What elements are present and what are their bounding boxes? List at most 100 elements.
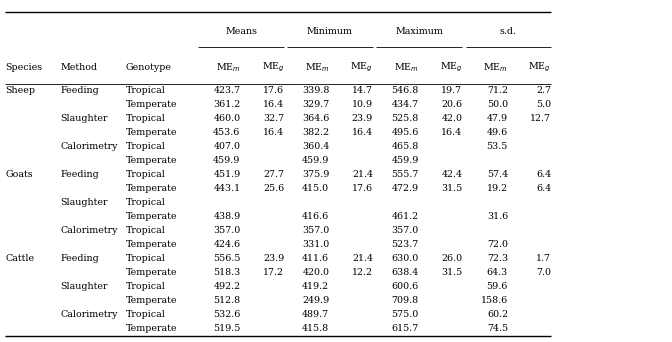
Text: Temperate: Temperate bbox=[126, 184, 177, 193]
Text: 21.4: 21.4 bbox=[352, 170, 373, 179]
Text: 17.6: 17.6 bbox=[352, 184, 373, 193]
Text: Tropical: Tropical bbox=[126, 226, 165, 235]
Text: 443.1: 443.1 bbox=[214, 184, 241, 193]
Text: 32.7: 32.7 bbox=[263, 114, 284, 123]
Text: 438.9: 438.9 bbox=[213, 212, 241, 221]
Text: 17.2: 17.2 bbox=[263, 268, 284, 277]
Text: 492.2: 492.2 bbox=[214, 282, 241, 291]
Text: 20.6: 20.6 bbox=[442, 100, 462, 109]
Text: Cattle: Cattle bbox=[5, 254, 34, 263]
Text: 57.4: 57.4 bbox=[487, 170, 508, 179]
Text: 331.0: 331.0 bbox=[302, 240, 329, 249]
Text: 25.6: 25.6 bbox=[263, 184, 284, 193]
Text: 12.2: 12.2 bbox=[352, 268, 373, 277]
Text: 630.0: 630.0 bbox=[391, 254, 419, 263]
Text: 361.2: 361.2 bbox=[213, 100, 241, 109]
Text: 382.2: 382.2 bbox=[302, 128, 329, 137]
Text: 375.9: 375.9 bbox=[302, 170, 329, 179]
Text: 17.6: 17.6 bbox=[263, 86, 284, 95]
Text: Tropical: Tropical bbox=[126, 282, 165, 291]
Text: 49.6: 49.6 bbox=[487, 128, 508, 137]
Text: 19.7: 19.7 bbox=[442, 86, 462, 95]
Text: 512.8: 512.8 bbox=[214, 296, 241, 305]
Text: 16.4: 16.4 bbox=[263, 128, 284, 137]
Text: 158.6: 158.6 bbox=[480, 296, 508, 305]
Text: Tropical: Tropical bbox=[126, 310, 165, 319]
Text: 525.8: 525.8 bbox=[391, 114, 419, 123]
Text: 72.3: 72.3 bbox=[487, 254, 508, 263]
Text: 489.7: 489.7 bbox=[302, 310, 329, 319]
Text: ME$_m$: ME$_m$ bbox=[304, 61, 329, 74]
Text: Slaughter: Slaughter bbox=[60, 282, 108, 291]
Text: 453.6: 453.6 bbox=[213, 128, 241, 137]
Text: 1.7: 1.7 bbox=[536, 254, 551, 263]
Text: 12.7: 12.7 bbox=[530, 114, 551, 123]
Text: Slaughter: Slaughter bbox=[60, 198, 108, 207]
Text: 600.6: 600.6 bbox=[391, 282, 419, 291]
Text: ME$_g$: ME$_g$ bbox=[439, 61, 462, 74]
Text: 465.8: 465.8 bbox=[391, 142, 419, 151]
Text: 47.9: 47.9 bbox=[487, 114, 508, 123]
Text: 461.2: 461.2 bbox=[392, 212, 419, 221]
Text: 50.0: 50.0 bbox=[487, 100, 508, 109]
Text: 23.9: 23.9 bbox=[263, 254, 284, 263]
Text: 555.7: 555.7 bbox=[391, 170, 419, 179]
Text: 2.7: 2.7 bbox=[536, 86, 551, 95]
Text: 19.2: 19.2 bbox=[487, 184, 508, 193]
Text: 53.5: 53.5 bbox=[487, 142, 508, 151]
Text: 709.8: 709.8 bbox=[392, 296, 419, 305]
Text: s.d.: s.d. bbox=[500, 27, 517, 36]
Text: 64.3: 64.3 bbox=[487, 268, 508, 277]
Text: 459.9: 459.9 bbox=[213, 156, 241, 165]
Text: Calorimetry: Calorimetry bbox=[60, 226, 118, 235]
Text: Genotype: Genotype bbox=[126, 63, 171, 72]
Text: Method: Method bbox=[60, 63, 97, 72]
Text: ME$_m$: ME$_m$ bbox=[394, 61, 419, 74]
Text: 60.2: 60.2 bbox=[487, 310, 508, 319]
Text: Tropical: Tropical bbox=[126, 86, 165, 95]
Text: Temperate: Temperate bbox=[126, 212, 177, 221]
Text: Tropical: Tropical bbox=[126, 170, 165, 179]
Text: 615.7: 615.7 bbox=[391, 324, 419, 333]
Text: 415.0: 415.0 bbox=[302, 184, 329, 193]
Text: 416.6: 416.6 bbox=[302, 212, 329, 221]
Text: Goats: Goats bbox=[5, 170, 33, 179]
Text: 360.4: 360.4 bbox=[302, 142, 329, 151]
Text: Minimum: Minimum bbox=[307, 27, 353, 36]
Text: 16.4: 16.4 bbox=[352, 128, 373, 137]
Text: Sheep: Sheep bbox=[5, 86, 36, 95]
Text: 329.7: 329.7 bbox=[302, 100, 329, 109]
Text: 420.0: 420.0 bbox=[302, 268, 329, 277]
Text: 31.5: 31.5 bbox=[441, 268, 462, 277]
Text: 5.0: 5.0 bbox=[536, 100, 551, 109]
Text: Temperate: Temperate bbox=[126, 128, 177, 137]
Text: Tropical: Tropical bbox=[126, 142, 165, 151]
Text: 249.9: 249.9 bbox=[302, 296, 329, 305]
Text: ME$_m$: ME$_m$ bbox=[216, 61, 241, 74]
Text: 459.9: 459.9 bbox=[391, 156, 419, 165]
Text: 518.3: 518.3 bbox=[213, 268, 241, 277]
Text: ME$_g$: ME$_g$ bbox=[528, 61, 551, 74]
Text: Slaughter: Slaughter bbox=[60, 114, 108, 123]
Text: ME$_m$: ME$_m$ bbox=[483, 61, 508, 74]
Text: 357.0: 357.0 bbox=[213, 226, 241, 235]
Text: 357.0: 357.0 bbox=[302, 226, 329, 235]
Text: Tropical: Tropical bbox=[126, 114, 165, 123]
Text: 419.2: 419.2 bbox=[302, 282, 329, 291]
Text: 71.2: 71.2 bbox=[487, 86, 508, 95]
Text: 339.8: 339.8 bbox=[302, 86, 329, 95]
Text: 6.4: 6.4 bbox=[536, 170, 551, 179]
Text: Temperate: Temperate bbox=[126, 240, 177, 249]
Text: Calorimetry: Calorimetry bbox=[60, 142, 118, 151]
Text: 26.0: 26.0 bbox=[442, 254, 462, 263]
Text: 23.9: 23.9 bbox=[351, 114, 373, 123]
Text: 411.6: 411.6 bbox=[302, 254, 329, 263]
Text: Temperate: Temperate bbox=[126, 100, 177, 109]
Text: 575.0: 575.0 bbox=[391, 310, 419, 319]
Text: 459.9: 459.9 bbox=[302, 156, 329, 165]
Text: 10.9: 10.9 bbox=[352, 100, 373, 109]
Text: 72.0: 72.0 bbox=[487, 240, 508, 249]
Text: 364.6: 364.6 bbox=[302, 114, 329, 123]
Text: Means: Means bbox=[225, 27, 257, 36]
Text: 31.5: 31.5 bbox=[441, 184, 462, 193]
